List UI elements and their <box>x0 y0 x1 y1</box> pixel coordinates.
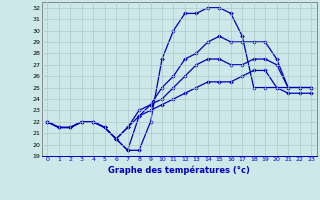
X-axis label: Graphe des températures (°c): Graphe des températures (°c) <box>108 165 250 175</box>
